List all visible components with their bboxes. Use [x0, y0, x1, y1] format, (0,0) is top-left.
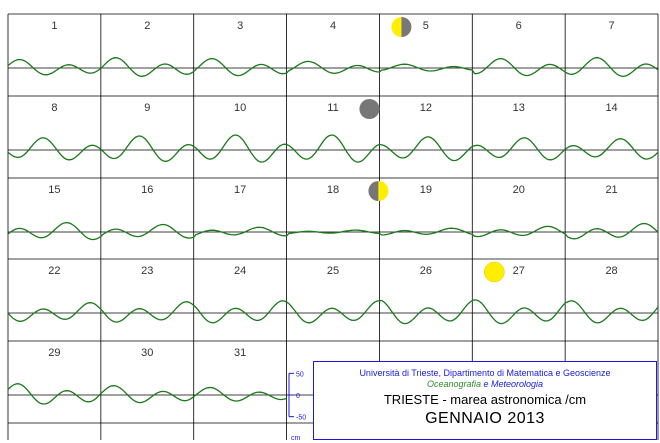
day-label: 6	[516, 20, 522, 32]
day-label: 17	[234, 184, 246, 196]
day-label: 31	[234, 347, 246, 359]
institution-label: Università di Trieste, Dipartimento di M…	[359, 368, 611, 378]
day-label: 29	[48, 347, 60, 359]
moon-right-half	[378, 181, 389, 201]
chart-subtitle: TRIESTE - marea astronomica /cm	[383, 392, 587, 407]
full-moon-icon	[484, 261, 505, 283]
day-label: 9	[144, 102, 150, 114]
info-panel: Università di Trieste, Dipartimento di M…	[313, 361, 657, 440]
scale-bar: 50 0 -50 cm	[288, 371, 306, 442]
dept-oceanography: Oceanografia	[426, 379, 481, 389]
scale-unit-label: cm	[291, 435, 301, 442]
dept-and: e	[483, 379, 489, 389]
day-label: 30	[141, 347, 153, 359]
moon-left-half	[368, 181, 379, 201]
moon-phases	[359, 17, 505, 283]
first-quarter-moon-icon	[368, 181, 389, 201]
tide-curve-row	[7, 134, 659, 163]
day-label: 3	[237, 20, 243, 32]
department-label: Oceanografia e Meteorologia	[314, 379, 656, 389]
tide-curve-row	[7, 57, 659, 78]
day-label: 18	[327, 184, 339, 196]
day-label: 7	[609, 20, 615, 32]
day-label: 19	[420, 184, 432, 196]
day-label: 15	[48, 184, 60, 196]
scale-tick-label: 50	[296, 371, 304, 378]
calendar-grid	[7, 13, 659, 440]
scale-tick-label: -50	[296, 415, 306, 422]
day-label: 2	[144, 20, 150, 32]
day-label: 12	[420, 102, 432, 114]
day-label: 10	[234, 102, 246, 114]
day-label: 8	[51, 102, 57, 114]
last-quarter-moon-icon	[391, 17, 412, 37]
day-label: 27	[513, 265, 525, 277]
day-label: 26	[420, 265, 432, 277]
new-moon-icon	[359, 99, 380, 119]
tide-curve-row	[7, 383, 287, 405]
day-label: 20	[513, 184, 525, 196]
day-label: 24	[234, 265, 246, 277]
tide-curves	[7, 57, 659, 405]
day-label: 25	[327, 265, 339, 277]
day-label: 13	[513, 102, 525, 114]
day-label: 23	[141, 265, 153, 277]
dept-meteorology: Meteorologia	[491, 379, 544, 389]
day-label: 22	[48, 265, 60, 277]
day-label: 16	[141, 184, 153, 196]
day-label: 1	[51, 20, 57, 32]
moon-right-half	[401, 17, 412, 37]
chart-month: GENNAIO 2013	[425, 410, 545, 427]
tide-curve-row	[7, 221, 659, 241]
scale-tick-label: 0	[296, 393, 300, 400]
day-label: 21	[605, 184, 617, 196]
day-label: 4	[330, 20, 336, 32]
tide-curve-row	[7, 299, 659, 325]
day-label: 14	[605, 102, 617, 114]
day-label: 11	[327, 102, 338, 114]
day-label: 28	[605, 265, 617, 277]
moon-left-half	[391, 17, 402, 37]
day-label: 5	[423, 20, 429, 32]
